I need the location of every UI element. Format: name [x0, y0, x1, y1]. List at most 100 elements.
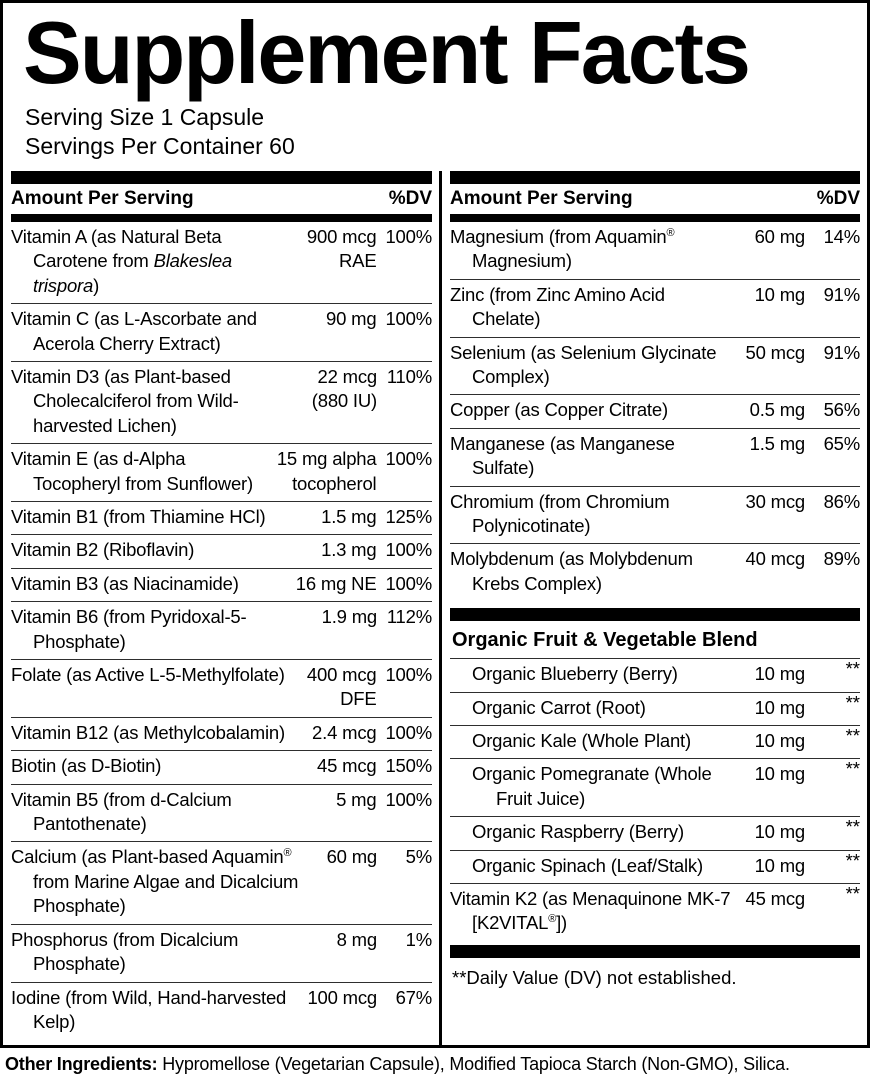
nutrient-amount: 8 mg [336, 928, 378, 950]
nutrient-name: Copper (as Copper Citrate) [450, 399, 668, 421]
nutrient-dv: 86% [823, 490, 861, 512]
nutrient-dv: 100% [385, 788, 432, 810]
right-rows: Magnesium (from Aquamin® Magnesium) 60 m… [450, 222, 860, 601]
nutrient-amount: 10 mg [754, 663, 806, 685]
nutrient-amount: 5 mg [336, 788, 377, 810]
mid-bar-left [11, 213, 432, 222]
nutrient-amount: 0.5 mg [749, 399, 806, 421]
nutrient-row-chromium: Chromium (from Chromium Polynicotinate) … [450, 485, 861, 544]
nutrient-row-calcium: Calcium (as Plant-based Aquamin® from Ma… [11, 841, 432, 923]
nutrient-name: Vitamin A (as Natural Beta Carotene from… [11, 225, 233, 296]
nutrient-row-folate: Folate (as Active L-5-Methylfolate) 400 … [11, 659, 432, 717]
nutrient-row-vitamin-e: Vitamin E (as d-Alpha Tocopheryl from Su… [11, 443, 432, 501]
nutrient-row-molybdenum: Molybdenum (as Molybdenum Krebs Complex)… [450, 543, 860, 601]
nutrient-amount: 10 mg [754, 283, 806, 305]
nutrient-name: Iodine (from Wild, Hand-harvested Kelp) [11, 986, 287, 1032]
nutrient-amount: 900 mcg RAE [306, 225, 377, 272]
nutrient-dv: 89% [823, 548, 861, 570]
nutrient-name: Folate (as Active L-5-Methylfolate) [11, 664, 285, 686]
nutrient-name: Organic Kale (Whole Plant) [472, 730, 691, 752]
nutrient-row-vitamin-a: Vitamin A (as Natural Beta Carotene from… [11, 222, 432, 303]
nutrient-dv: ** [845, 816, 860, 838]
nutrient-row-vitamin-c: Vitamin C (as L-Ascorbate and Acerola Ch… [11, 303, 432, 361]
nutrient-amount: 40 mcg [745, 548, 806, 570]
nutrient-row-vitamin-b12: Vitamin B12 (as Methylcobalamin) 2.4 mcg… [11, 716, 432, 750]
nutrient-amount: 10 mg [754, 763, 806, 785]
nutrient-row-vitamin-b5: Vitamin B5 (from d-Calcium Pantothenate)… [11, 783, 432, 842]
nutrient-dv: 1% [405, 928, 433, 950]
nutrient-amount: 400 mcg DFE [306, 664, 377, 710]
nutrient-amount: 10 mg [754, 730, 806, 752]
nutrient-amount: 2.4 mcg [312, 721, 377, 743]
page-title: Supplement Facts [23, 3, 751, 102]
nutrient-name: Vitamin B12 (as Methylcobalamin) [11, 721, 285, 743]
dv-footnote: **Daily Value (DV) not established. [452, 966, 737, 988]
nutrient-name: Organic Raspberry (Berry) [472, 821, 684, 843]
nutrient-row-vitamin-d3: Vitamin D3 (as Plant-based Cholecalcifer… [11, 360, 432, 443]
nutrient-dv: 100% [385, 308, 432, 330]
nutrient-row-phosphorus: Phosphorus (from Dicalcium Phosphate) 8 … [11, 923, 433, 982]
supplement-facts-label: Supplement Facts Serving Size 1 Capsule … [0, 0, 870, 1049]
nutrient-amount: 60 mg [326, 846, 378, 868]
column-divider [439, 170, 442, 1046]
nutrient-dv: 91% [823, 283, 861, 305]
nutrient-dv: 150% [385, 755, 432, 777]
other-ingredients: Other Ingredients: Hypromellose (Vegetar… [0, 1048, 870, 1075]
nutrient-amount: 50 mcg [745, 341, 806, 363]
nutrient-dv: 65% [823, 432, 861, 454]
blend-row-kale: Organic Kale (Whole Plant) 10 mg ** [450, 725, 860, 758]
mid-bar-right [450, 213, 860, 222]
other-ingredients-label: Other Ingredients: [5, 1054, 158, 1075]
nutrient-name: Manganese (as Manganese Sulfate) [450, 432, 675, 479]
nutrient-dv: 100% [385, 539, 432, 561]
nutrient-dv: 67% [395, 986, 433, 1008]
nutrient-name: Vitamin E (as d-Alpha Tocopheryl from Su… [11, 448, 253, 494]
nutrient-amount: 1.5 mg [749, 432, 806, 454]
blend-rows: Organic Blueberry (Berry) 10 mg ** Organ… [450, 658, 860, 941]
blend-section-title: Organic Fruit & Vegetable Blend [450, 621, 860, 660]
left-column: Amount Per Serving %DV Vitamin A (as Nat… [3, 170, 439, 1045]
nutrient-dv: ** [845, 849, 860, 871]
nutrient-amount: 60 mg [754, 225, 806, 247]
serving-info: Serving Size 1 Capsule Servings Per Cont… [3, 99, 867, 171]
nutrient-name: Calcium (as Plant-based Aquamin® from Ma… [11, 846, 299, 917]
nutrient-row-magnesium: Magnesium (from Aquamin® Magnesium) 60 m… [450, 222, 860, 279]
nutrient-dv: ** [845, 725, 860, 747]
nutrient-name: Phosphorus (from Dicalcium Phosphate) [11, 928, 239, 975]
right-table-header: Amount Per Serving %DV [450, 184, 860, 214]
nutrient-dv: 100% [385, 448, 432, 470]
nutrient-row-copper: Copper (as Copper Citrate) 0.5 mg 56% [450, 394, 860, 427]
nutrient-row-selenium: Selenium (as Selenium Glycinate Complex)… [450, 336, 860, 395]
nutrient-dv: 112% [386, 606, 432, 628]
registered-mark: ® [283, 847, 292, 860]
nutrient-row-biotin: Biotin (as D-Biotin) 45 mcg 150% [11, 750, 432, 783]
nutrient-name: Vitamin D3 (as Plant-based Cholecalcifer… [11, 365, 239, 436]
nutrient-row-iodine: Iodine (from Wild, Hand-harvested Kelp) … [11, 981, 433, 1040]
nutrient-name: Organic Carrot (Root) [472, 696, 646, 718]
blend-row-spinach: Organic Spinach (Leaf/Stalk) 10 mg ** [450, 849, 860, 883]
serving-size: Serving Size 1 Capsule [25, 104, 265, 130]
nutrient-amount: 45 mcg [745, 888, 806, 910]
nutrient-name: Vitamin B6 (from Pyridoxal-5-Phosphate) [11, 606, 247, 652]
nutrient-amount: 100 mcg [307, 986, 377, 1008]
other-ingredients-text: Hypromellose (Vegetarian Capsule), Modif… [157, 1054, 790, 1075]
footnote-bar [450, 944, 860, 958]
registered-mark: ® [666, 226, 675, 239]
nutrient-amount: 22 mcg (880 IU) [311, 365, 377, 412]
blend-row-blueberry: Organic Blueberry (Berry) 10 mg ** [450, 658, 860, 691]
nutrient-row-vitamin-b1: Vitamin B1 (from Thiamine HCl) 1.5 mg 12… [11, 501, 432, 534]
servings-per-container: Servings Per Container 60 [25, 132, 295, 159]
nutrient-amount: 1.3 mg [321, 539, 377, 561]
nutrient-amount: 1.5 mg [321, 506, 377, 527]
nutrient-dv: 125% [385, 506, 432, 527]
blend-row-carrot: Organic Carrot (Root) 10 mg ** [450, 691, 860, 725]
nutrient-name: Vitamin C (as L-Ascorbate and Acerola Ch… [11, 308, 257, 354]
nutrient-dv: ** [845, 691, 860, 713]
nutrient-amount: 10 mg [754, 854, 806, 876]
nutrient-row-vitamin-k2: Vitamin K2 (as Menaquinone MK-7 [K2VITAL… [450, 883, 860, 941]
percent-dv-label: %DV [388, 187, 432, 209]
nutrient-row-zinc: Zinc (from Zinc Amino Acid Chelate) 10 m… [450, 278, 861, 337]
nutrient-dv: 100% [385, 664, 432, 686]
nutrient-dv: ** [845, 758, 860, 780]
nutrient-name: Selenium (as Selenium Glycinate Complex) [450, 341, 717, 387]
